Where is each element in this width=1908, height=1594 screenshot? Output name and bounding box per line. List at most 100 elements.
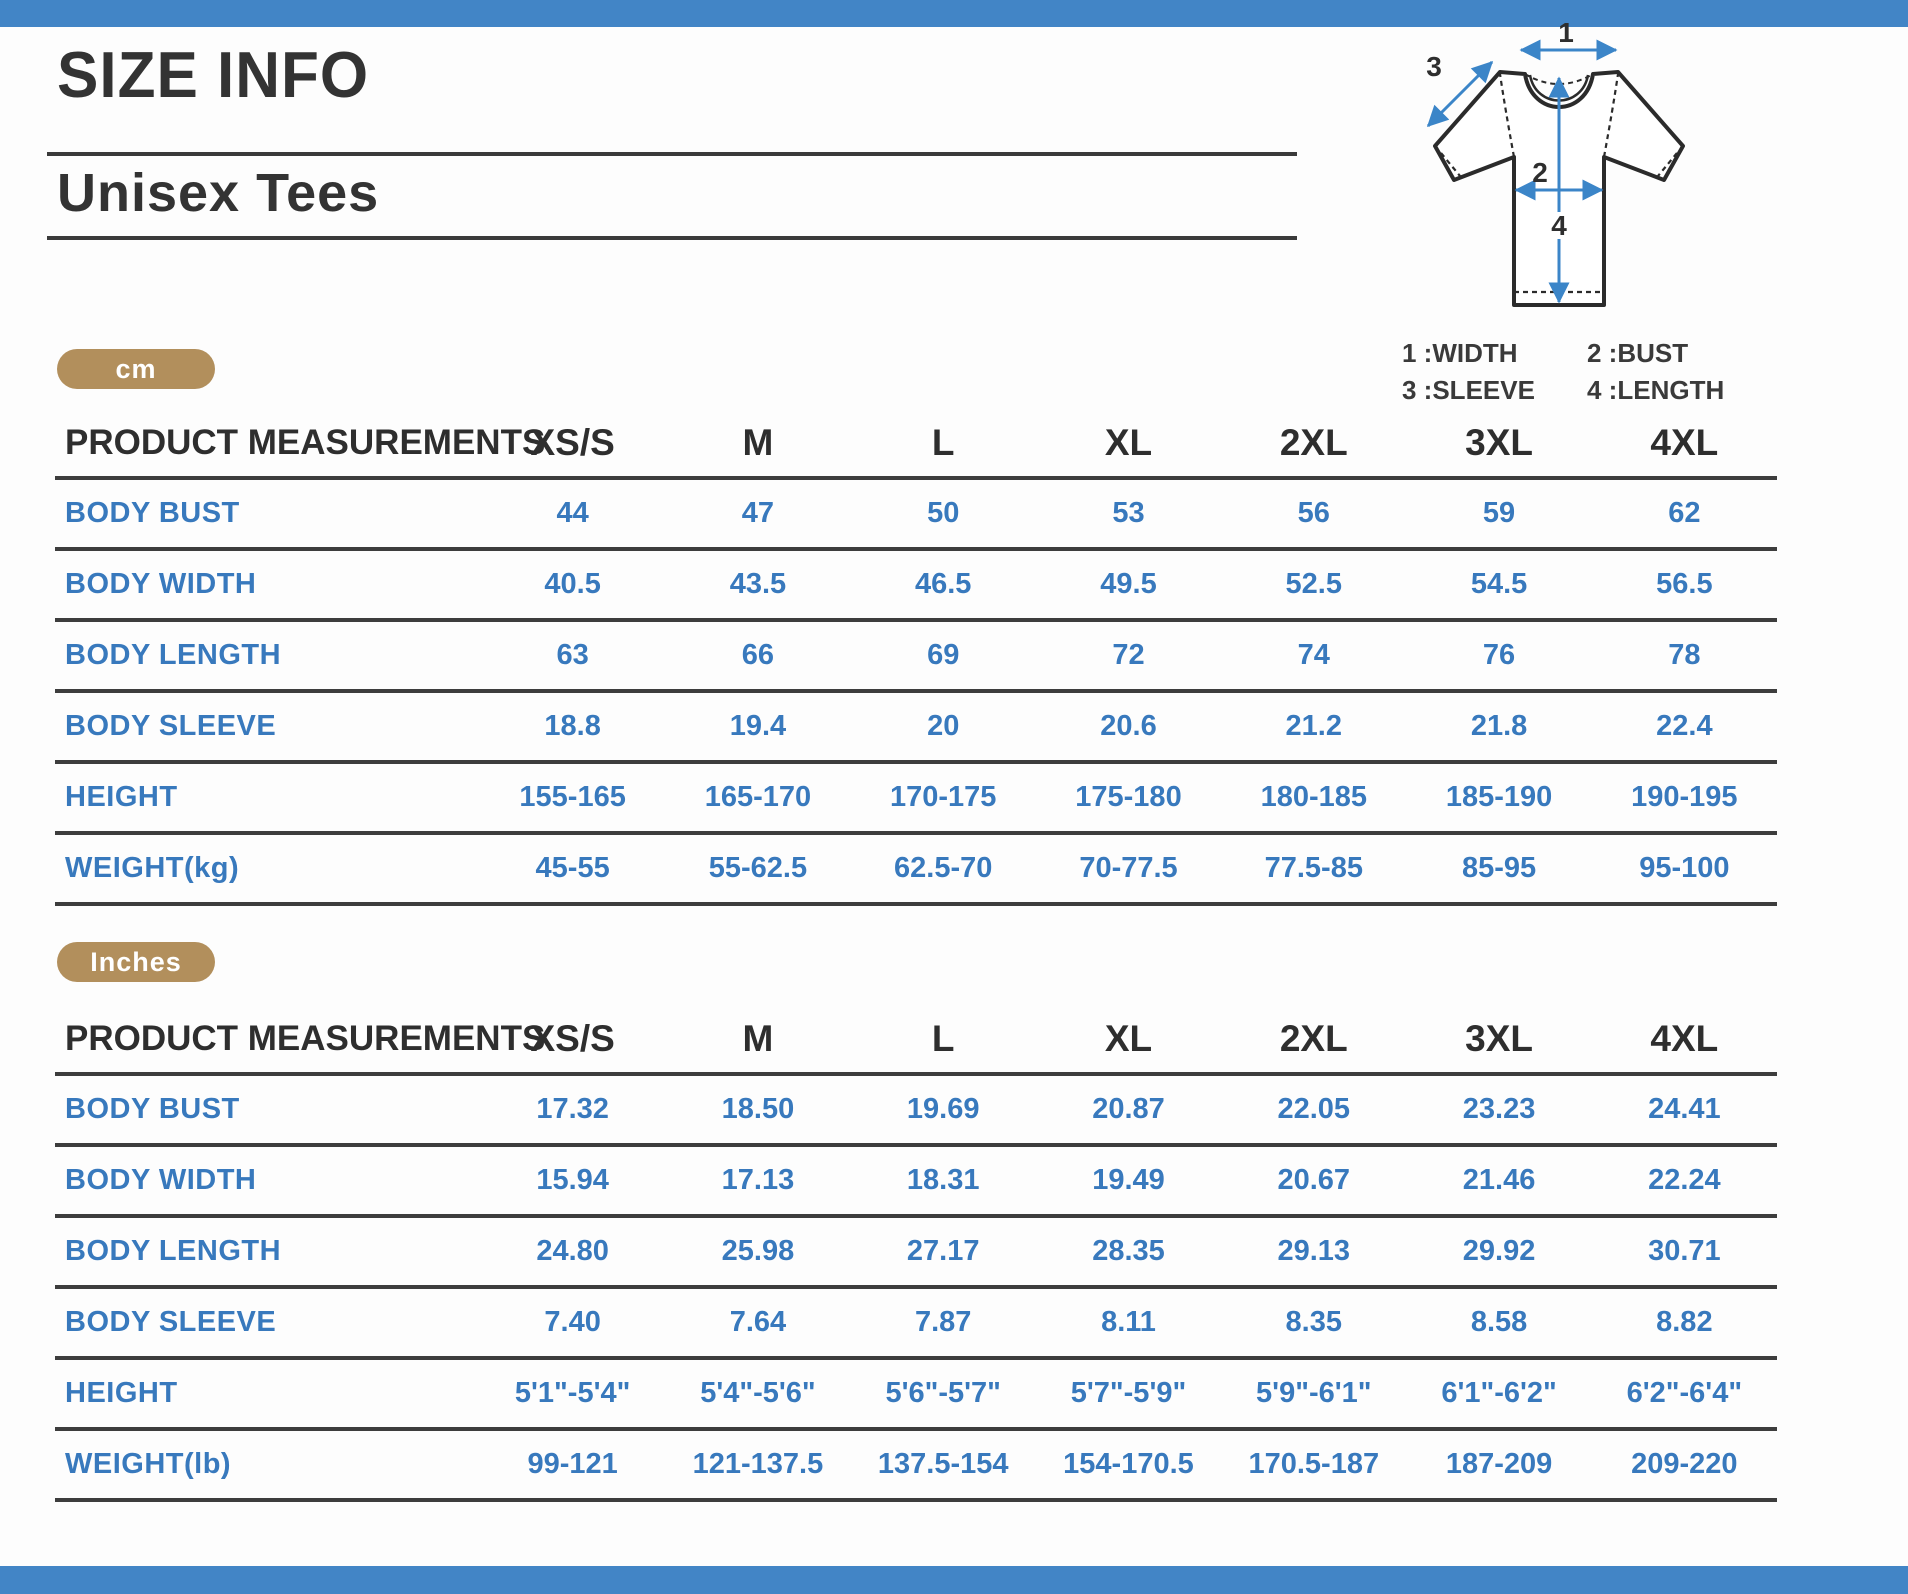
measurement-value: 70-77.5 (1079, 852, 1178, 884)
measurement-value: 55-62.5 (708, 852, 808, 884)
size-column-header: XL (1104, 1018, 1153, 1059)
measurement-value: 52.5 (1285, 568, 1342, 600)
row-label: BODY SLEEVE (65, 710, 277, 742)
table-row: BODY SLEEVE 18.8 19.4 20 20.6 21.2 21.8 22.4 (55, 693, 1777, 764)
measurement-value: 19.4 (729, 710, 787, 742)
table-row: HEIGHT 155-165 165-170 170-175 175-180 180-18… (55, 764, 1777, 835)
measurement-value: 170.5-187 (1248, 1448, 1380, 1480)
legend-width: 1 :WIDTH (1402, 338, 1518, 368)
measurement-value: 47 (741, 497, 775, 529)
measurement-value: 20 (927, 710, 960, 742)
size-column-header: L (931, 422, 955, 463)
measurement-value: 59 (1482, 497, 1516, 529)
measurement-value: 6'2"-6'4" (1626, 1377, 1743, 1409)
table-row: BODY LENGTH 24.80 25.98 27.17 28.35 29.13 29.9… (55, 1218, 1777, 1289)
row-label: WEIGHT(lb) (65, 1448, 232, 1480)
measurement-value: 170-175 (889, 781, 997, 813)
size-column-header: 2XL (1279, 1018, 1348, 1059)
measurement-value: 85-95 (1461, 852, 1537, 884)
measurement-value: 22.4 (1656, 710, 1713, 742)
measurement-value: 121-137.5 (692, 1448, 824, 1480)
measurement-value: 17.13 (721, 1164, 795, 1196)
measurement-value: 20.87 (1092, 1093, 1165, 1125)
tshirt-measurement-diagram: 1 2 3 4 1 :WIDTH 2 :BUST 3 :SLEEVE 4 :LE… (1388, 20, 1738, 406)
measurement-value: 18.50 (721, 1093, 795, 1125)
size-column-header: 3XL (1465, 422, 1533, 463)
row-label: BODY WIDTH (65, 568, 257, 600)
measurement-value: 22.24 (1648, 1164, 1721, 1196)
measurement-value: 21.8 (1470, 710, 1528, 742)
bottom-accent-bar (0, 1566, 1908, 1594)
table-row: BODY WIDTH 40.5 43.5 46.5 49.5 52.5 54.5 56.5 (55, 551, 1777, 622)
size-table-inches: PRODUCT MEASUREMENTS XS/S M L XL 2XL 3XL 4XL BOD… (55, 1006, 1777, 1502)
product-subtitle: Unisex Tees (57, 163, 380, 223)
measurement-value: 50 (927, 497, 960, 529)
measurements-column-header: PRODUCT MEASUREMENTS (65, 423, 546, 462)
page-title: SIZE INFO (57, 39, 370, 112)
measurement-value: 180-185 (1260, 781, 1367, 813)
row-label: BODY WIDTH (65, 1164, 257, 1196)
measurement-value: 154-170.5 (1063, 1448, 1194, 1480)
size-column-header: L (931, 1018, 955, 1059)
measurement-value: 18.31 (906, 1164, 980, 1196)
size-column-header: M (742, 422, 774, 463)
tshirt-armhole-right (1602, 73, 1620, 158)
measurement-value: 62 (1668, 497, 1701, 529)
measurement-value: 8.82 (1656, 1306, 1713, 1338)
row-label: BODY BUST (65, 497, 240, 529)
row-label: HEIGHT (65, 1377, 178, 1409)
measurement-value: 21.2 (1285, 710, 1342, 742)
measurement-value: 62.5-70 (894, 852, 993, 884)
measurement-value: 8.58 (1470, 1306, 1528, 1338)
measurement-value: 78 (1668, 639, 1701, 671)
marker-2-bust: 2 (1532, 157, 1548, 188)
measurement-value: 22.05 (1277, 1093, 1351, 1125)
measurement-value: 56 (1297, 497, 1330, 529)
measurement-value: 5'1"-5'4" (514, 1377, 631, 1409)
measurement-value: 43.5 (729, 568, 787, 600)
measurement-value: 175-180 (1075, 781, 1182, 813)
size-column-header: 3XL (1465, 1018, 1533, 1059)
legend-bust: 2 :BUST (1587, 338, 1689, 368)
top-accent-bar (0, 0, 1908, 27)
measurement-value: 17.32 (536, 1093, 609, 1125)
measurement-value: 63 (556, 639, 589, 671)
measurement-value: 25.98 (721, 1235, 795, 1267)
measurement-value: 44 (556, 497, 589, 529)
measurement-value: 5'4"-5'6" (700, 1377, 816, 1409)
measurement-value: 24.41 (1648, 1093, 1721, 1125)
measurement-value: 5'7"-5'9" (1070, 1377, 1187, 1409)
measurement-value: 137.5-154 (877, 1448, 1009, 1480)
size-column-header: XS/S (530, 1018, 615, 1059)
measurement-value: 99-121 (527, 1448, 618, 1480)
table-row: BODY WIDTH 15.94 17.13 18.31 19.49 20.67 21.46… (55, 1147, 1777, 1218)
row-label: HEIGHT (65, 781, 178, 813)
measurement-value: 5'9"-6'1" (1256, 1377, 1372, 1409)
table-row: BODY LENGTH 63 66 69 72 74 76 78 (55, 622, 1777, 693)
subtitle-block: Unisex Tees (47, 152, 1297, 240)
measurement-value: 165-170 (704, 781, 812, 813)
row-label: BODY SLEEVE (65, 1306, 277, 1338)
unit-badge-inches: Inches (57, 942, 215, 982)
measurement-value: 76 (1482, 639, 1516, 671)
measurement-value: 45-55 (535, 852, 610, 884)
sleeve-arrow (1426, 60, 1494, 128)
measurement-value: 27.17 (906, 1235, 980, 1267)
measurement-value: 69 (927, 639, 960, 671)
row-label: BODY LENGTH (65, 1235, 282, 1267)
measurement-value: 185-190 (1445, 781, 1553, 813)
measurement-value: 19.49 (1092, 1164, 1165, 1196)
measurement-value: 29.13 (1277, 1235, 1351, 1267)
size-column-header: M (742, 1018, 774, 1059)
table-row: BODY SLEEVE 7.40 7.64 7.87 8.11 8.35 8.58 8.82 (55, 1289, 1777, 1360)
row-label: BODY LENGTH (65, 639, 282, 671)
size-column-header: 4XL (1650, 422, 1719, 463)
measurement-value: 7.64 (729, 1306, 787, 1338)
table-row: WEIGHT(kg) 45-55 55-62.5 62.5-70 70-77.5 77.5… (55, 835, 1777, 906)
tshirt-armhole-left (1498, 73, 1516, 158)
measurement-value: 46.5 (914, 568, 972, 600)
measurement-value: 56.5 (1656, 568, 1713, 600)
row-label: BODY BUST (65, 1093, 240, 1125)
marker-3-sleeve: 3 (1426, 51, 1442, 82)
